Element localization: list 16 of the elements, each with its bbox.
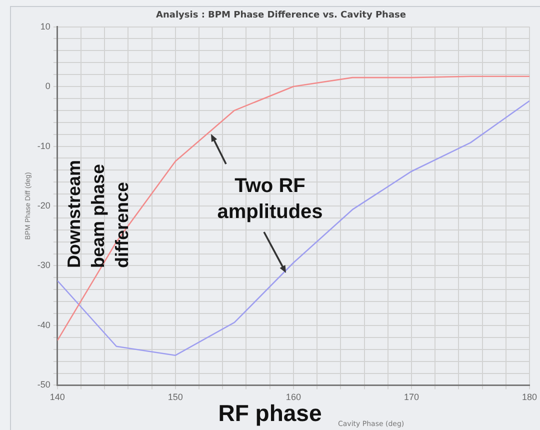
y-tick-label: -40 xyxy=(37,320,50,330)
y-tick-label: 0 xyxy=(45,81,50,92)
x-tick-label: 150 xyxy=(168,392,183,402)
x-tick-label: 140 xyxy=(50,392,65,402)
y-tick-label: -30 xyxy=(37,260,50,270)
x-tick-label: 180 xyxy=(522,392,538,402)
annotation: Downstream beam phase difference xyxy=(64,160,132,268)
text: RF phase xyxy=(218,400,322,426)
annotation: Two RF amplitudes xyxy=(217,175,323,223)
x-tick-label: 170 xyxy=(404,392,419,402)
chart-title: Analysis : BPM Phase Difference vs. Cavity Phase xyxy=(156,10,406,21)
y-tick-label: 10 xyxy=(40,21,50,32)
y-tick-label: -20 xyxy=(37,200,50,210)
x-tick-label: 160 xyxy=(286,392,301,402)
y-tick-label: -50 xyxy=(37,380,50,390)
y-tick-label: -10 xyxy=(37,140,50,151)
